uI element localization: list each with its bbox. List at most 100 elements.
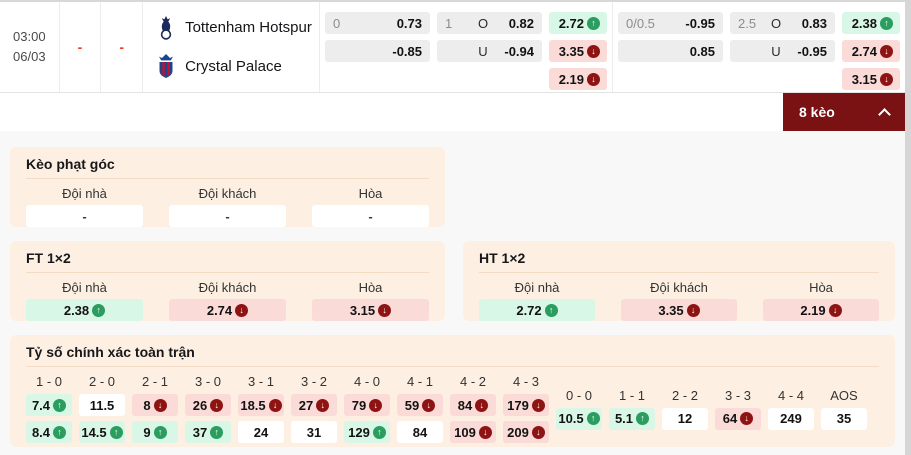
score-odds-cell[interactable]: 179 ↓ bbox=[503, 394, 549, 416]
1x2-odds-cell[interactable]: 3.35 ↓ bbox=[549, 40, 607, 62]
score-odds-cell[interactable]: 35 bbox=[821, 407, 867, 430]
1x2-odds-cell[interactable]: 2.38 ↑ bbox=[26, 299, 143, 321]
1x2-odds-cell[interactable]: 3.35 ↓ bbox=[621, 299, 737, 321]
score-column: 2 - 0 11.5 14.5 ↑ bbox=[79, 374, 125, 443]
score-label: 2 - 1 bbox=[141, 374, 168, 389]
corner-value-cell[interactable]: - bbox=[26, 205, 143, 227]
score-odds-cell[interactable]: 84 ↓ bbox=[450, 394, 496, 416]
odds-value: -0.85 bbox=[392, 43, 422, 59]
odds-value: 0.73 bbox=[396, 15, 422, 31]
score-odds-cell[interactable]: 5.1 ↑ bbox=[609, 407, 655, 430]
odds-value: 0.85 bbox=[689, 43, 715, 59]
1x2-odds-cell[interactable]: 3.15 ↓ bbox=[312, 299, 429, 321]
up-arrow-icon: ↑ bbox=[372, 425, 386, 439]
1x2-odds-cell[interactable]: 3.15 ↓ bbox=[842, 68, 900, 90]
score-odds-cell[interactable]: 11.5 bbox=[79, 394, 125, 416]
score-odds-cell[interactable]: 109 ↓ bbox=[450, 421, 496, 443]
corner-value: - bbox=[368, 208, 373, 224]
score-odds-cell[interactable]: 59 ↓ bbox=[397, 394, 443, 416]
home-team-row[interactable]: Tottenham Hotspur bbox=[156, 15, 319, 41]
1x2-odds-cell[interactable]: 2.72 ↑ bbox=[549, 12, 607, 34]
odds-value: 24 bbox=[253, 424, 269, 440]
down-arrow-icon: ↓ bbox=[235, 303, 249, 317]
down-arrow-icon: ↓ bbox=[531, 425, 545, 439]
1x2-odds-cell[interactable]: 2.19 ↓ bbox=[763, 299, 879, 321]
crystal-palace-logo-icon bbox=[156, 54, 176, 80]
score-odds-cell[interactable]: 10.5 ↑ bbox=[556, 407, 602, 430]
down-arrow-icon: ↓ bbox=[316, 398, 330, 412]
match-date: 06/03 bbox=[13, 49, 46, 64]
corner-odds-card: Kèo phạt góc Đội nhà Đội khách Hòa - - - bbox=[10, 147, 445, 227]
score-odds-cell[interactable]: 84 bbox=[397, 421, 443, 443]
score-odds-cell[interactable]: 8 ↓ bbox=[132, 394, 178, 416]
score-odds-cell[interactable]: 209 ↓ bbox=[503, 421, 549, 443]
score-odds-cell[interactable]: 31 bbox=[291, 421, 337, 443]
score-odds-cell[interactable]: 24 bbox=[238, 421, 284, 443]
score-odds-cell[interactable]: 14.5 ↑ bbox=[79, 421, 125, 443]
tottenham-logo-icon bbox=[156, 15, 176, 41]
odds-group-1: 0 0.73 -0.85 1 O 0.82 U -0.94 2.72 ↑ 3.35 ↓ 2.19 ↓ bbox=[319, 2, 612, 92]
odds-value: 8 bbox=[143, 397, 151, 413]
down-arrow-icon: ↓ bbox=[531, 398, 545, 412]
1x2-odds-cell[interactable]: 2.38 ↑ bbox=[842, 12, 900, 34]
away-team-name[interactable]: Crystal Palace bbox=[185, 58, 282, 75]
up-arrow-icon: ↑ bbox=[92, 303, 106, 317]
away-score: - bbox=[119, 39, 125, 55]
over-under-odds-cell[interactable]: U -0.95 bbox=[730, 40, 835, 62]
score-odds-cell[interactable]: 79 ↓ bbox=[344, 394, 390, 416]
down-arrow-icon: ↓ bbox=[475, 398, 489, 412]
score-label: 2 - 0 bbox=[88, 374, 115, 389]
up-arrow-icon: ↑ bbox=[53, 398, 67, 412]
away-score-column: - bbox=[100, 2, 142, 92]
ft-ht-row: FT 1×2 Đội nhà Đội khách Hòa 2.38 ↑ 2.74 ↓ 3.15… bbox=[10, 241, 895, 321]
odds-value: 2.72 bbox=[516, 302, 542, 318]
keo-count-bar[interactable]: 8 kèo bbox=[783, 93, 905, 131]
score-odds-cell[interactable]: 249 bbox=[768, 407, 814, 430]
handicap-odds-cell[interactable]: 0 0.73 bbox=[325, 12, 430, 34]
1x2-odds-cell[interactable]: 2.74 ↓ bbox=[169, 299, 286, 321]
over-under-odds-cell[interactable]: U -0.94 bbox=[437, 40, 542, 62]
handicap-odds-cell[interactable]: 0.85 bbox=[618, 40, 723, 62]
score-odds-cell[interactable]: 18.5 ↓ bbox=[238, 394, 284, 416]
1x2-odds-cell[interactable]: 2.19 ↓ bbox=[549, 68, 607, 90]
over-under-odds-cell[interactable]: 2.5 O 0.83 bbox=[730, 12, 835, 34]
score-odds-cell[interactable]: 37 ↑ bbox=[185, 421, 231, 443]
odds-value: 31 bbox=[306, 424, 322, 440]
1x2-odds-cell[interactable]: 2.72 ↑ bbox=[479, 299, 595, 321]
scrollbar[interactable] bbox=[905, 0, 911, 455]
score-label: 4 - 2 bbox=[459, 374, 486, 389]
draw-score-column: 1 - 1 5.1 ↑ bbox=[609, 388, 655, 430]
score-odds-cell[interactable]: 7.4 ↑ bbox=[26, 394, 72, 416]
handicap-odds-cell[interactable]: -0.85 bbox=[325, 40, 430, 62]
score-odds-cell[interactable]: 27 ↓ bbox=[291, 394, 337, 416]
1x2-odds-cell[interactable]: 2.74 ↓ bbox=[842, 40, 900, 62]
away-team-row[interactable]: Crystal Palace bbox=[156, 54, 319, 80]
odds-value: -0.94 bbox=[504, 43, 534, 59]
corner-value-cell[interactable]: - bbox=[169, 205, 286, 227]
one-x-two-column: 2.72 ↑ 3.35 ↓ 2.19 ↓ bbox=[549, 12, 607, 92]
match-time: 03:00 bbox=[13, 29, 46, 44]
over-under-odds-cell[interactable]: 1 O 0.82 bbox=[437, 12, 542, 34]
up-arrow-icon: ↑ bbox=[880, 16, 893, 30]
score-odds-cell[interactable]: 129 ↑ bbox=[344, 421, 390, 443]
up-arrow-icon: ↑ bbox=[587, 16, 600, 30]
score-label: 0 - 0 bbox=[565, 387, 592, 403]
odds-value: 84 bbox=[457, 397, 473, 413]
up-arrow-icon: ↑ bbox=[210, 425, 224, 439]
corner-value-cell[interactable]: - bbox=[312, 205, 429, 227]
odds-value: -0.95 bbox=[685, 15, 715, 31]
score-odds-cell[interactable]: 9 ↑ bbox=[132, 421, 178, 443]
score-odds-cell[interactable]: 8.4 ↑ bbox=[26, 421, 72, 443]
score-odds-cell[interactable]: 64 ↓ bbox=[715, 407, 761, 430]
home-team-name[interactable]: Tottenham Hotspur bbox=[185, 19, 312, 36]
correct-score-grid: 1 - 0 7.4 ↑ 8.4 ↑ 2 - 0 11.5 14.5 ↑ 2 - 1 8 ↓ 9 ↑ 3 - … bbox=[26, 374, 879, 443]
draw-score-column: 2 - 2 12 bbox=[662, 388, 708, 430]
score-label: 1 - 0 bbox=[35, 374, 62, 389]
column-header: Đội nhà bbox=[514, 280, 560, 295]
down-arrow-icon: ↓ bbox=[378, 303, 392, 317]
keo-count-label: 8 kèo bbox=[799, 104, 835, 120]
score-odds-cell[interactable]: 26 ↓ bbox=[185, 394, 231, 416]
score-odds-cell[interactable]: 12 bbox=[662, 407, 708, 430]
handicap-odds-cell[interactable]: 0/0.5 -0.95 bbox=[618, 12, 723, 34]
